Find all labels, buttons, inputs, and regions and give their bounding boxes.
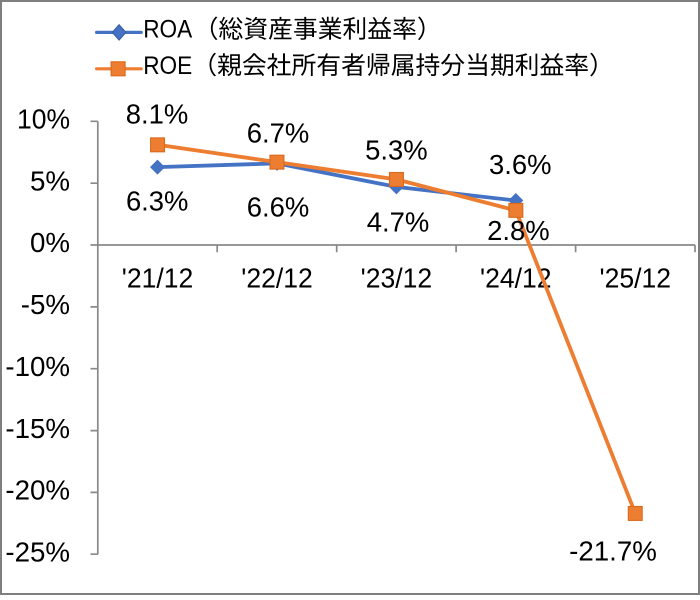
svg-text:'22/12: '22/12 — [241, 263, 313, 294]
svg-text:-15%: -15% — [5, 413, 70, 444]
svg-text:2.8%: 2.8% — [487, 215, 550, 246]
svg-text:-20%: -20% — [5, 475, 70, 506]
svg-text:-25%: -25% — [5, 537, 70, 568]
svg-text:6.6%: 6.6% — [247, 191, 310, 222]
svg-text:'23/12: '23/12 — [361, 263, 433, 294]
svg-text:3.6%: 3.6% — [489, 149, 552, 180]
svg-text:4.7%: 4.7% — [367, 206, 430, 237]
svg-text:0%: 0% — [30, 227, 70, 258]
svg-text:ROA: ROA — [143, 16, 192, 44]
svg-text:6.7%: 6.7% — [247, 117, 310, 148]
svg-text:5.3%: 5.3% — [365, 135, 428, 166]
svg-text:5%: 5% — [30, 165, 70, 196]
svg-text:6.3%: 6.3% — [126, 186, 189, 217]
svg-text:ROE: ROE — [143, 52, 192, 80]
svg-text:8.1%: 8.1% — [126, 99, 189, 130]
svg-text:10%: 10% — [17, 104, 70, 135]
svg-text:'25/12: '25/12 — [600, 263, 672, 294]
svg-text:-21.7%: -21.7% — [569, 536, 657, 567]
svg-text:'21/12: '21/12 — [122, 263, 194, 294]
svg-text:-10%: -10% — [5, 351, 70, 382]
svg-text:-5%: -5% — [21, 289, 70, 320]
